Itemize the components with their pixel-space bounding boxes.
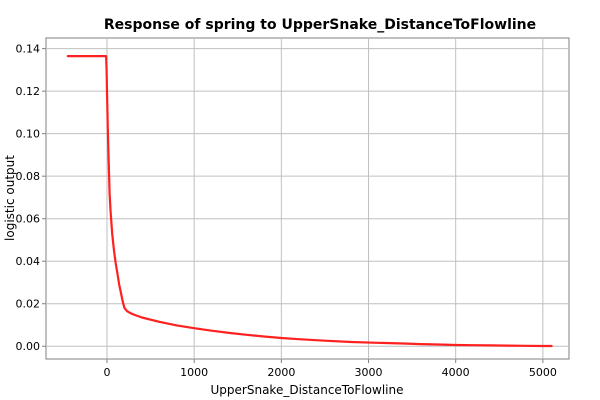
y-tick-label: 0.14: [16, 43, 41, 56]
y-axis-label: logistic output: [3, 155, 17, 241]
x-axis-label: UpperSnake_DistanceToFlowline: [211, 383, 404, 397]
x-tick-label: 5000: [529, 366, 557, 379]
y-tick-label: 0.00: [16, 340, 41, 353]
grid-layer: [46, 38, 569, 359]
y-tick-label: 0.10: [16, 128, 41, 141]
x-tick-label: 3000: [355, 366, 383, 379]
series-line: [66, 54, 553, 348]
tick-layer: 0 1000 2000 3000 4000 5000 0.00 0.02 0.04 0.06 0.0…: [16, 43, 557, 379]
chart-title: Response of spring to UpperSnake_Distanc…: [104, 17, 536, 33]
y-tick-label: 0.08: [16, 170, 41, 183]
y-tick-label: 0.04: [16, 255, 41, 268]
x-tick-label: 2000: [267, 366, 295, 379]
y-tick-label: 0.02: [16, 298, 41, 311]
x-tick-label: 0: [104, 366, 111, 379]
y-tick-label: 0.12: [16, 85, 41, 98]
x-tick-label: 1000: [180, 366, 208, 379]
series-layer: [66, 54, 553, 348]
x-tick-label: 4000: [442, 366, 470, 379]
y-tick-label: 0.06: [16, 213, 41, 226]
plot-area: [45, 37, 570, 360]
